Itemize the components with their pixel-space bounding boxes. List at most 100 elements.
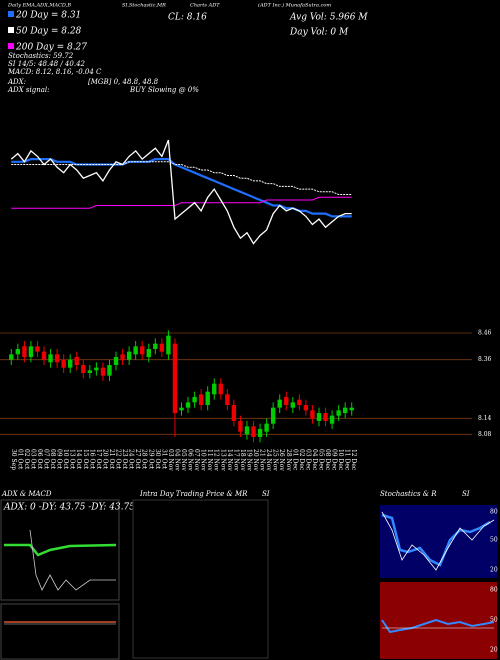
- candle-body: [28, 346, 34, 357]
- stat: SI 14/5: 48.48 / 40.42: [8, 60, 86, 68]
- x-tick-label: 03 Nov: [167, 449, 174, 471]
- candle-body: [212, 383, 217, 395]
- header-charts: Charts ADT: [190, 3, 220, 9]
- stoch-tick: 50: [490, 537, 498, 544]
- x-tick-label: 02 Oct: [23, 449, 30, 470]
- x-tick-label: 16 Oct: [88, 449, 95, 470]
- candle-body: [244, 426, 250, 435]
- candle-body: [323, 413, 328, 421]
- day-vol: Day Vol: 0 M: [289, 28, 349, 38]
- stoch-title: Stochastics & R: [380, 490, 437, 498]
- candle-body: [270, 407, 276, 424]
- x-tick-label: 18 Nov: [239, 449, 246, 471]
- di-line: [29, 529, 116, 591]
- candle-body: [140, 346, 145, 355]
- x-tick-label: 22 Oct: [115, 449, 122, 470]
- x-tick-label: 08 Oct: [49, 449, 56, 470]
- candle-body: [205, 391, 210, 405]
- candle-body: [198, 394, 204, 405]
- candle-body: [349, 407, 354, 411]
- legend-label: 200 Day = 8.27: [15, 43, 87, 53]
- price-line: [10, 139, 352, 245]
- x-tick-label: 07 Oct: [43, 449, 50, 470]
- stoch-signal: [381, 511, 495, 571]
- candle-body: [107, 365, 112, 376]
- x-tick-label: 10 Oct: [62, 449, 69, 470]
- header-mid: SI,Stochastic,MR: [122, 3, 166, 9]
- x-tick-label: 07 Nov: [193, 449, 200, 471]
- x-tick-label: 13 Oct: [69, 449, 76, 470]
- rsi-line: [381, 618, 495, 634]
- candle-body: [41, 351, 47, 360]
- x-tick-label: 30 Sep: [10, 449, 17, 470]
- x-tick-label: 06 Oct: [36, 449, 43, 470]
- x-tick-label: 31 Oct: [160, 449, 167, 470]
- x-tick-label: 04 Nov: [173, 449, 180, 471]
- candle-body: [179, 407, 184, 411]
- y-tick-label: 8.14: [478, 415, 492, 422]
- x-tick-label: 14 Nov: [226, 449, 233, 471]
- rsi-tick: 80: [490, 587, 498, 594]
- candle-body: [87, 370, 93, 373]
- candle-body: [218, 383, 223, 395]
- x-tick-label: 09 Dec: [331, 449, 338, 471]
- candle-body: [290, 402, 296, 408]
- ma-line: [11, 161, 352, 195]
- rsi-tick: 50: [490, 617, 498, 624]
- legend-label: 20 Day = 8.31: [15, 11, 81, 21]
- x-tick-label: 24 Nov: [265, 449, 272, 471]
- x-tick-label: 26 Nov: [278, 449, 285, 471]
- x-tick-label: 10 Dec: [337, 449, 344, 471]
- x-tick-label: 27 Oct: [134, 449, 141, 470]
- candle-body: [35, 346, 40, 352]
- rsi-tick: 20: [490, 647, 498, 654]
- candle-body: [257, 429, 263, 437]
- candle-body: [225, 394, 230, 405]
- x-tick-label: 03 Oct: [29, 449, 36, 470]
- candle-body: [231, 405, 237, 421]
- x-tick-label: 20 Nov: [252, 449, 259, 471]
- intraday-title: Intra Day Trading Price & MR: [139, 490, 248, 498]
- x-tick-label: 01 Dec: [291, 449, 298, 471]
- legend-swatch: [8, 27, 14, 33]
- adx-value: [MGB] 0, 48.8, 48.8: [88, 78, 159, 86]
- signal-label: ADX signal:: [7, 86, 49, 94]
- candle-body: [153, 343, 158, 349]
- candle-body: [238, 421, 243, 432]
- candle-body: [264, 423, 269, 432]
- x-tick-label: 23 Oct: [121, 449, 128, 470]
- macd-panel: [0, 603, 120, 660]
- candle-body: [100, 367, 106, 376]
- x-tick-label: 15 Oct: [82, 449, 89, 470]
- candle-body: [284, 397, 289, 405]
- stoch-tick: 80: [490, 509, 498, 516]
- x-tick-label: 17 Nov: [232, 449, 239, 471]
- candle-body: [15, 349, 21, 355]
- intraday-panel: [132, 499, 269, 659]
- x-tick-label: 30 Oct: [154, 449, 161, 470]
- legend-swatch: [8, 43, 14, 49]
- candle-body: [297, 399, 302, 405]
- y-tick-label: 8.46: [478, 330, 492, 337]
- x-tick-label: 12 Dec: [350, 449, 357, 471]
- candle-body: [120, 354, 125, 360]
- adx-line: [4, 543, 117, 557]
- candle-body: [61, 359, 66, 368]
- candle-body: [67, 359, 73, 368]
- x-tick-label: 20 Oct: [101, 449, 108, 470]
- signal-value: BUY Slowing @ 0%: [129, 86, 199, 94]
- ma-line: [11, 196, 352, 209]
- stoch-si: SI: [462, 490, 470, 498]
- x-tick-label: 14 Oct: [75, 449, 82, 470]
- x-tick-label: 03 Dec: [304, 449, 311, 471]
- y-tick-label: 8.08: [478, 431, 492, 438]
- x-tick-label: 17 Oct: [95, 449, 102, 470]
- candle-body: [22, 346, 27, 357]
- candle-body: [172, 343, 178, 413]
- candle-body: [74, 357, 79, 365]
- x-tick-label: 13 Nov: [219, 449, 226, 471]
- x-tick-label: 21 Oct: [108, 449, 115, 470]
- candle-body: [81, 365, 86, 373]
- stoch-tick: 20: [490, 567, 498, 574]
